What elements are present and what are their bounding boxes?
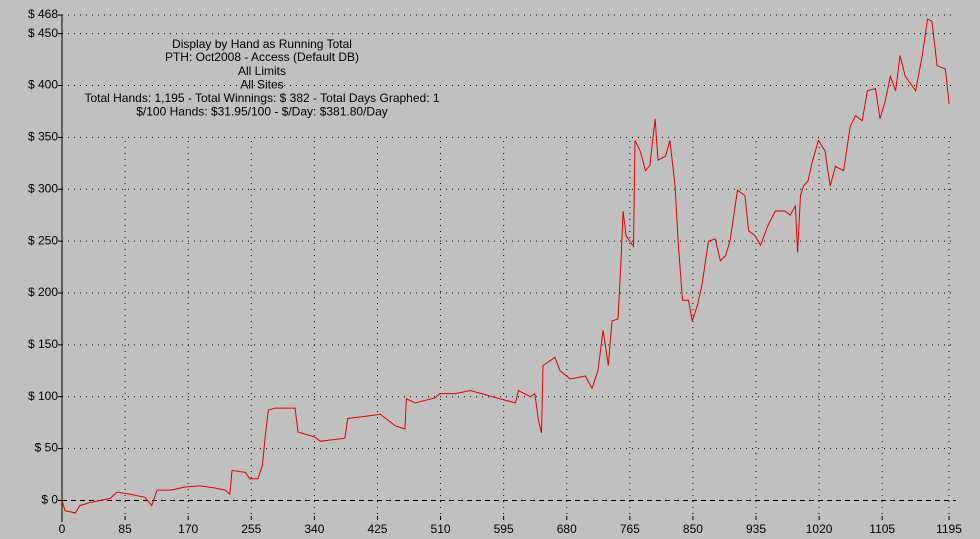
x-tick-label: 0 bbox=[59, 522, 66, 536]
x-tick-label: 340 bbox=[304, 522, 324, 536]
y-tick-label: $ 468 bbox=[28, 7, 58, 21]
x-tick-label: 680 bbox=[557, 522, 577, 536]
x-tick-label: 255 bbox=[241, 522, 261, 536]
chart-title: Display by Hand as Running Total bbox=[172, 37, 352, 51]
y-tick-label: $ 200 bbox=[28, 285, 58, 299]
x-tick-label: 1105 bbox=[869, 522, 895, 536]
x-tick-label: 1020 bbox=[806, 522, 833, 536]
x-tick-label: 765 bbox=[620, 522, 640, 536]
y-tick-label: $ 250 bbox=[28, 233, 58, 247]
subtitle-line: Total Hands: 1,195 - Total Winnings: $ 3… bbox=[84, 91, 439, 105]
y-tick-label: $ 350 bbox=[28, 130, 58, 144]
y-tick-label: $ 300 bbox=[28, 181, 58, 195]
subtitle-line: All Limits bbox=[238, 64, 286, 78]
y-tick-label: $ 400 bbox=[28, 78, 58, 92]
y-tick-label: $ 100 bbox=[28, 389, 58, 403]
x-tick-label: 1195 bbox=[936, 522, 962, 536]
x-tick-label: 510 bbox=[431, 522, 451, 536]
subtitle-line: All Sites bbox=[240, 77, 283, 91]
x-tick-label: 850 bbox=[683, 522, 703, 536]
y-tick-label: $ 50 bbox=[35, 441, 59, 455]
y-tick-label: $ 450 bbox=[28, 26, 58, 40]
x-tick-label: 170 bbox=[178, 522, 198, 536]
x-tick-label: 85 bbox=[118, 522, 132, 536]
x-tick-label: 595 bbox=[494, 522, 514, 536]
y-tick-label: $ 150 bbox=[28, 337, 58, 351]
y-tick-label: $ 0 bbox=[41, 493, 58, 507]
x-tick-label: 935 bbox=[746, 522, 766, 536]
subtitle-line: $/100 Hands: $31.95/100 - $/Day: $381.80… bbox=[136, 105, 388, 119]
subtitle-line: PTH: Oct2008 - Access (Default DB) bbox=[165, 50, 359, 64]
line-series bbox=[61, 18, 950, 514]
x-tick-label: 425 bbox=[367, 522, 387, 536]
